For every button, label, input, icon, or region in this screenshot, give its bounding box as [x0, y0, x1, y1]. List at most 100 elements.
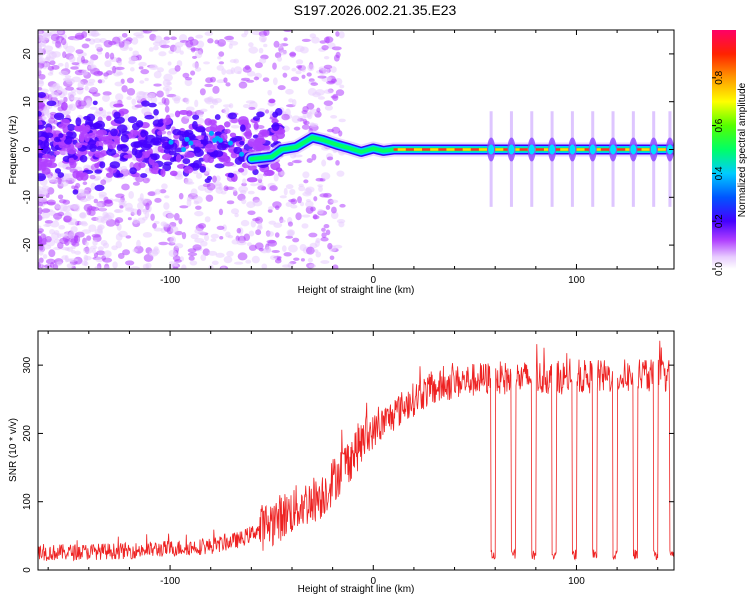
noise-blob [46, 31, 53, 36]
band-blob [206, 175, 213, 181]
noise-blob [269, 185, 278, 192]
hot-spot [168, 139, 174, 145]
noise-blob [302, 171, 310, 179]
noise-blob [128, 56, 139, 62]
noise-blob [327, 242, 333, 250]
noise-blob [154, 188, 161, 195]
noise-blob [335, 89, 345, 96]
noise-blob [115, 93, 124, 101]
hot-spot [208, 130, 214, 136]
band-blob [238, 119, 250, 127]
pulse-core [630, 144, 637, 155]
noise-blob [299, 243, 307, 252]
band-blob [127, 116, 138, 124]
noise-blob [148, 250, 159, 257]
noise-blob [38, 62, 45, 69]
noise-blob [58, 70, 69, 76]
noise-blob [186, 115, 192, 120]
noise-blob [74, 250, 81, 255]
noise-blob [132, 181, 140, 186]
band-blob [88, 150, 95, 157]
noise-blob [38, 261, 41, 269]
noise-blob [207, 38, 214, 44]
noise-blob [71, 177, 77, 183]
noise-blob [273, 173, 279, 182]
band-blob [89, 143, 97, 152]
noise-blob [326, 76, 332, 82]
band-blob [215, 131, 222, 136]
noise-blob [38, 225, 42, 229]
noise-blob [325, 229, 331, 236]
colorbar-tick-label: 0.4 [714, 166, 725, 180]
noise-blob [336, 170, 345, 177]
noise-blob [38, 230, 43, 235]
noise-blob [301, 110, 308, 115]
band-blob [178, 109, 189, 115]
band-blob [217, 142, 227, 151]
colorbar: 0.0 0.2 0.4 0.6 0.8 Normalized spectral ampl… [712, 30, 748, 276]
noise-blob [63, 96, 68, 103]
noise-blob [307, 64, 315, 72]
noise-blob [173, 45, 182, 54]
chart-title: S197.2026.002.21.35.E23 [293, 2, 457, 18]
noise-blob [226, 200, 235, 205]
noise-blob [45, 56, 55, 62]
noise-blob [192, 62, 200, 69]
noise-blob [58, 199, 67, 204]
noise-blob [266, 239, 277, 244]
band-blob [205, 126, 216, 133]
noise-blob [166, 81, 172, 86]
noise-blob [40, 88, 49, 93]
band-blob [161, 153, 173, 161]
noise-blob [186, 199, 192, 207]
snr-panel: -100 0 100 0 100 200 300 Height of straight li… [8, 330, 675, 595]
noise-blob [237, 252, 248, 261]
snr-frame [37, 330, 675, 571]
noise-blob [128, 47, 133, 52]
band-blob [113, 135, 121, 143]
x-tick-label: -100 [160, 576, 180, 587]
noise-blob [184, 78, 193, 87]
noise-blob [121, 183, 130, 191]
noise-blob [331, 126, 341, 134]
band-blob [191, 120, 198, 130]
noise-blob [285, 201, 293, 207]
noise-blob [248, 42, 254, 48]
noise-blob [38, 73, 46, 80]
noise-blob [181, 264, 187, 269]
noise-blob [92, 239, 98, 246]
noise-blob [164, 105, 170, 113]
band-blob [66, 147, 77, 155]
band-blob [207, 156, 215, 164]
noise-blob [194, 99, 199, 108]
x-tick-label: 100 [568, 275, 585, 286]
noise-blob [281, 245, 287, 252]
noise-blob [307, 257, 313, 263]
noise-blob [70, 97, 81, 101]
noise-blob [99, 206, 106, 213]
band-blob [252, 134, 259, 139]
noise-blob [304, 187, 313, 195]
noise-blob [100, 216, 107, 224]
noise-blob [69, 218, 78, 226]
noise-blob [140, 69, 150, 75]
noise-blob [64, 61, 69, 70]
band-blob [272, 111, 279, 118]
noise-blob [179, 205, 189, 209]
noise-blob [153, 45, 159, 51]
noise-blob [315, 251, 322, 258]
noise-blob [288, 98, 294, 103]
ridge-core [249, 135, 674, 162]
noise-blob [299, 201, 305, 207]
noise-blob [142, 177, 150, 184]
noise-blob [332, 264, 339, 269]
noise-blob [314, 240, 320, 248]
noise-blob [323, 100, 334, 106]
noise-blob [44, 220, 53, 224]
noise-blob [126, 88, 136, 96]
noise-blob [204, 216, 211, 223]
noise-blob [233, 66, 243, 75]
band-blob [104, 199, 113, 204]
noise-blob [104, 213, 110, 219]
noise-blob [311, 36, 320, 44]
